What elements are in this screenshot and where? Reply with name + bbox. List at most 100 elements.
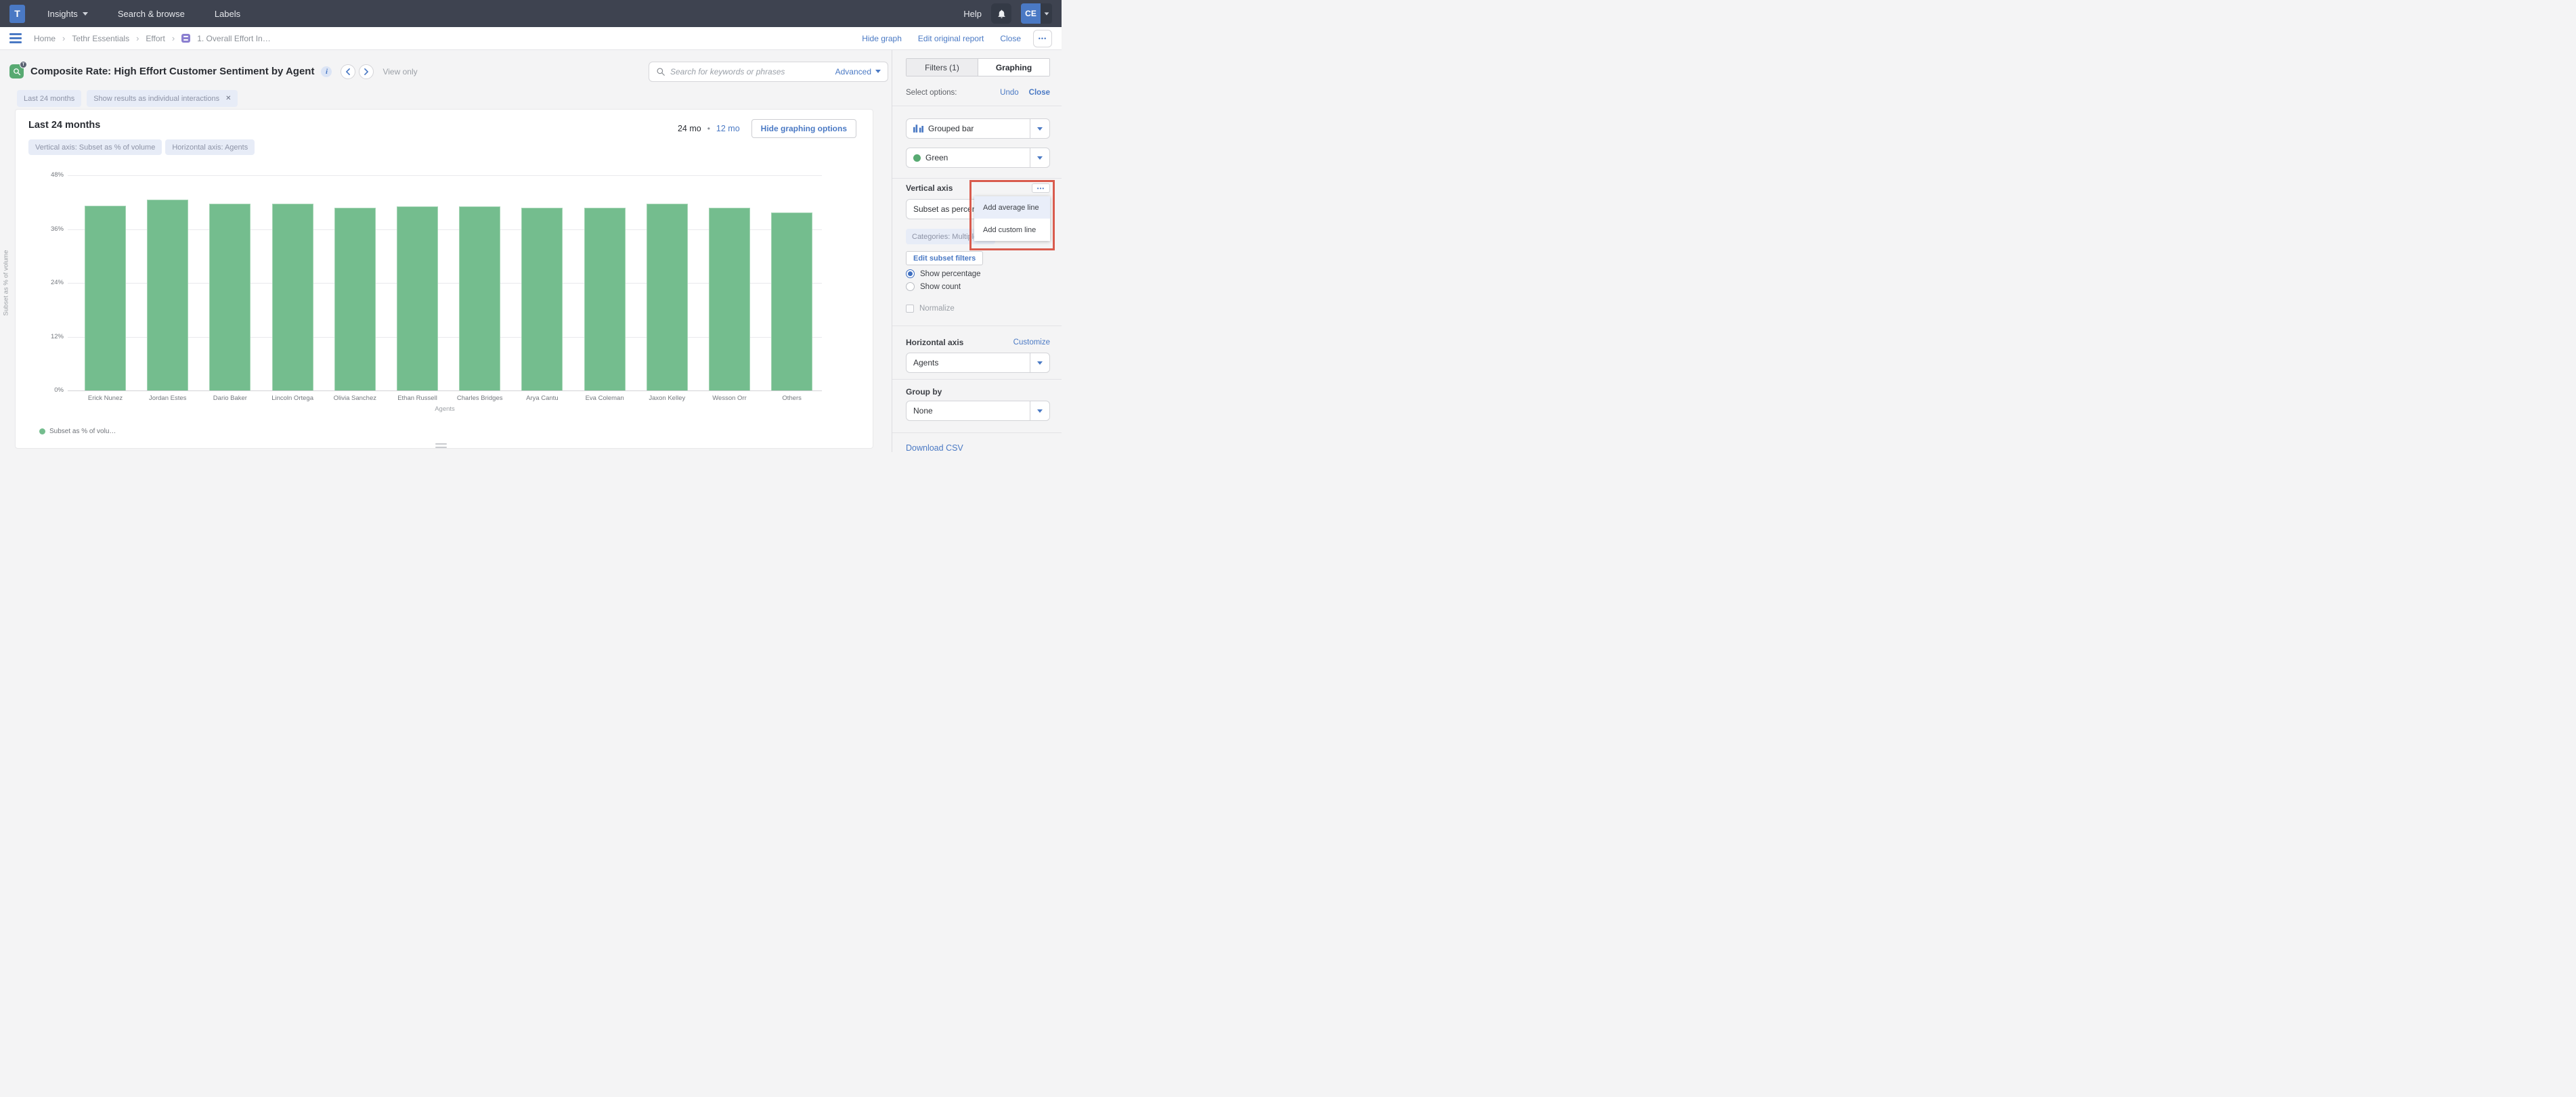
color-scheme-select[interactable]: Green (906, 148, 1050, 168)
avatar[interactable]: CE (1021, 3, 1041, 24)
color-scheme-value: Green (925, 153, 948, 162)
panel-close-link[interactable]: Close (1029, 89, 1050, 97)
bar-eva-coleman[interactable] (584, 208, 626, 390)
show-count-option[interactable]: Show count (906, 282, 1050, 291)
search-input[interactable] (670, 67, 835, 76)
hide-graph-link[interactable]: Hide graph (862, 34, 902, 43)
bar-others[interactable] (771, 212, 812, 390)
breadcrumb-separator: › (172, 33, 175, 43)
next-button[interactable] (359, 64, 374, 79)
breadcrumb-effort[interactable]: Effort (146, 34, 165, 43)
view-only-label: View only (383, 67, 417, 76)
radio-selected-icon[interactable] (906, 269, 915, 278)
account-menu[interactable]: CE (1021, 3, 1052, 24)
checkbox-icon[interactable] (906, 305, 914, 313)
breadcrumb-home[interactable]: Home (34, 34, 56, 43)
range-separator: • (707, 124, 710, 133)
x-tick-label: Erick Nunez (75, 395, 136, 402)
vertical-axis-chip[interactable]: Vertical axis: Subset as % of volume (28, 139, 162, 155)
title-row: T Composite Rate: High Effort Customer S… (0, 50, 892, 85)
account-caret[interactable] (1041, 3, 1052, 24)
horizontal-axis-chip[interactable]: Horizontal axis: Agents (165, 139, 255, 155)
bar-dario-baker[interactable] (209, 204, 250, 390)
bar-arya-cantu[interactable] (521, 208, 563, 390)
nav-search-browse[interactable]: Search & browse (118, 9, 185, 19)
chevron-down-icon (1037, 409, 1043, 413)
y-tick-label: 24% (35, 279, 64, 286)
range-12mo[interactable]: 12 mo (716, 124, 740, 133)
bar-wesson-orr[interactable] (709, 208, 750, 390)
plot-area: 48%36%24%12%0%Erick NunezJordan EstesDar… (68, 175, 822, 390)
x-tick-label: Others (762, 395, 823, 402)
y-tick-label: 12% (35, 333, 64, 340)
bar-jaxon-kelley[interactable] (647, 204, 688, 390)
previous-button[interactable] (341, 64, 355, 79)
advanced-search-toggle[interactable]: Advanced (835, 67, 881, 76)
x-tick-label: Olivia Sanchez (324, 395, 385, 402)
x-tick-label: Jaxon Kelley (636, 395, 697, 402)
download-csv-link[interactable]: Download CSV (906, 443, 963, 453)
content: T Composite Rate: High Effort Customer S… (0, 50, 1062, 452)
add-average-line-item[interactable]: Add average line (974, 196, 1050, 219)
bar-erick-nunez[interactable] (85, 206, 126, 390)
x-tick-label: Eva Coleman (574, 395, 635, 402)
chevron-down-icon (83, 12, 88, 16)
info-icon[interactable]: i (321, 66, 332, 77)
add-custom-line-item[interactable]: Add custom line (974, 219, 1050, 241)
x-tick-label: Jordan Estes (137, 395, 198, 402)
x-tick-label: Arya Cantu (512, 395, 573, 402)
x-tick-label: Lincoln Ortega (262, 395, 323, 402)
vertical-axis-options-button[interactable]: ••• (1032, 183, 1050, 193)
normalize-option[interactable]: Normalize (906, 305, 1050, 313)
horizontal-axis-row: Horizontal axis Customize (906, 338, 1050, 347)
chevron-right-icon (364, 68, 369, 75)
time-range-chip[interactable]: Last 24 months (17, 90, 81, 107)
keyword-search[interactable]: Advanced (649, 62, 888, 82)
group-by-select[interactable]: None (906, 401, 1050, 421)
show-percentage-option[interactable]: Show percentage (906, 269, 1050, 278)
tab-filters[interactable]: Filters (1) (907, 59, 978, 76)
hide-graphing-options-button[interactable]: Hide graphing options (751, 119, 856, 138)
close-link[interactable]: Close (1000, 34, 1021, 43)
gridline (68, 175, 822, 176)
bell-icon (997, 9, 1007, 19)
remove-chip-icon[interactable]: ✕ (225, 95, 231, 102)
resize-grip-icon[interactable] (435, 443, 447, 450)
edit-subset-filters-button[interactable]: Edit subset filters (906, 251, 983, 265)
bar-ethan-russell[interactable] (397, 206, 438, 390)
tab-graphing[interactable]: Graphing (978, 59, 1049, 76)
more-options-button[interactable]: ••• (1033, 30, 1052, 47)
search-query-icon: T (9, 64, 24, 79)
x-tick-label: Charles Bridges (450, 395, 510, 402)
nav-labels[interactable]: Labels (215, 9, 240, 19)
bar-lincoln-ortega[interactable] (272, 204, 313, 390)
notifications-button[interactable] (991, 3, 1011, 24)
chart-type-select[interactable]: Grouped bar (906, 118, 1050, 139)
horizontal-axis-select[interactable]: Agents (906, 353, 1050, 373)
vertical-axis-value: Subset as percenta (913, 204, 983, 214)
radio-unselected-icon[interactable] (906, 282, 915, 291)
help-link[interactable]: Help (963, 9, 982, 19)
breadcrumb-tethr-essentials[interactable]: Tethr Essentials (72, 34, 129, 43)
bar-charles-bridges[interactable] (459, 206, 500, 390)
graphing-panel: Filters (1) Graphing Select options: Und… (892, 50, 1062, 452)
x-tick-label: Wesson Orr (699, 395, 760, 402)
app-logo[interactable]: T (9, 5, 25, 23)
edit-original-report-link[interactable]: Edit original report (918, 34, 984, 43)
undo-link[interactable]: Undo (1000, 89, 1019, 97)
customize-link[interactable]: Customize (1013, 338, 1050, 346)
nav-insights[interactable]: Insights (47, 9, 88, 19)
top-nav: T Insights Search & browse Labels Help C… (0, 0, 1062, 27)
range-24mo[interactable]: 24 mo (678, 124, 701, 133)
search-icon (656, 67, 665, 76)
chart-controls: 24 mo • 12 mo Hide graphing options (678, 119, 856, 138)
bar-olivia-sanchez[interactable] (334, 208, 376, 390)
y-tick-label: 0% (35, 386, 64, 394)
menu-icon[interactable] (9, 33, 22, 43)
chevron-down-icon (1044, 12, 1049, 15)
individual-interactions-chip[interactable]: Show results as individual interactions … (87, 90, 238, 107)
green-swatch-icon (913, 154, 921, 162)
report-icon (181, 34, 190, 43)
bar-jordan-estes[interactable] (147, 200, 188, 390)
x-tick-label: Dario Baker (200, 395, 261, 402)
